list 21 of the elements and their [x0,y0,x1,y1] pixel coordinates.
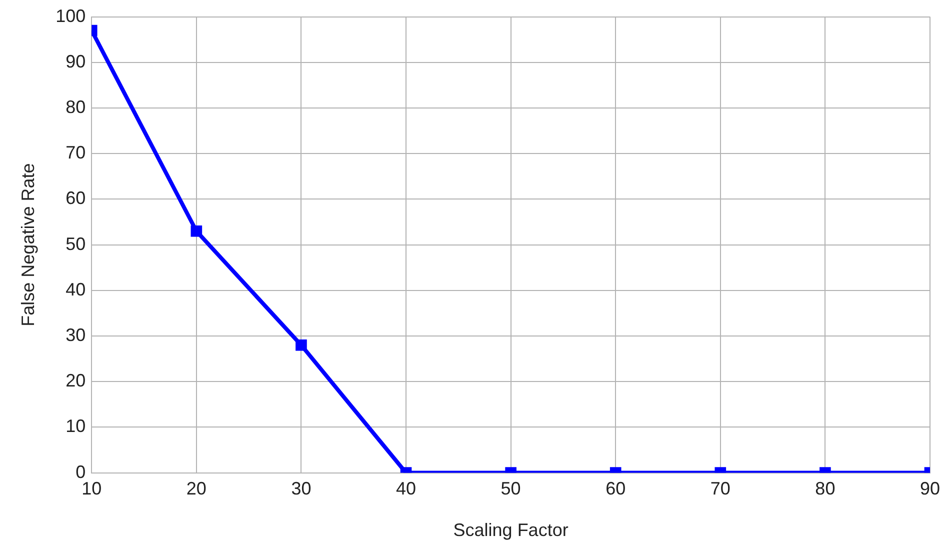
y-tick-label: 60 [66,188,86,208]
x-tick-label: 80 [815,478,836,499]
x-tick-label: 30 [291,478,312,499]
x-tick-label: 70 [710,478,730,499]
x-tick-label: 20 [186,478,206,499]
x-tick-label: 60 [606,478,626,499]
point [190,225,202,237]
y-tick-label: 80 [66,96,86,117]
y-tick-label: 100 [56,6,86,26]
y-tick-label: 10 [66,416,86,436]
y-tick-label: 40 [66,279,86,300]
x-tick-label: 90 [920,478,940,499]
x-axis-title: Scaling Factor [453,520,568,540]
y-tick-label: 90 [66,51,86,72]
x-tick-label: 50 [500,478,521,499]
y-axis-title: False Negative Rate [18,163,38,326]
y-tick-label: 70 [66,142,86,163]
y-tick-label: 50 [66,234,86,254]
y-tick-label: 20 [66,370,86,391]
x-tick-label: 40 [396,478,416,499]
y-tick-label: 30 [66,324,86,345]
